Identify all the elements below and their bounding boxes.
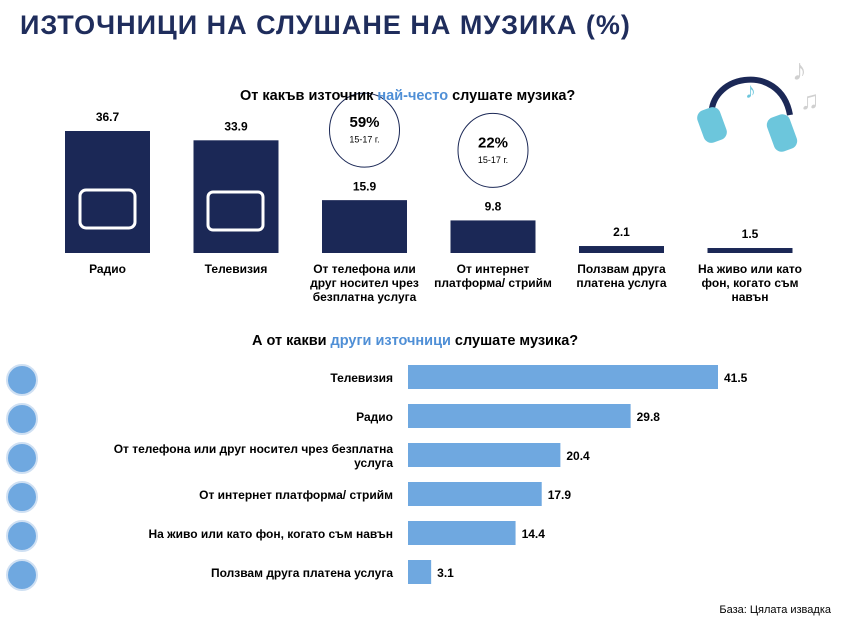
annotation-bubble (457, 112, 529, 188)
source-icon (6, 559, 38, 591)
value-label: 9.8 (485, 200, 502, 214)
radio-icon (78, 188, 137, 230)
chart-title: От какъв източник най-често слушате музика… (240, 88, 579, 104)
value-label: 15.9 (353, 179, 377, 193)
bar (408, 560, 432, 584)
value-label: 41.5 (724, 371, 748, 385)
headphones-icon: ♪ ♫ ♪ (697, 54, 820, 152)
value-label: 29.8 (637, 410, 661, 424)
y-tick-label: Телевизия (330, 371, 393, 385)
x-tick-label: От телефона или друг носител чрез безпла… (310, 262, 419, 304)
y-tick-label: Ползвам друга платена услуга (210, 566, 393, 580)
value-label: 17.9 (548, 488, 572, 502)
bar (408, 482, 542, 506)
y-tick-label: От интернет платформа/ стрийм (199, 488, 393, 502)
annotation-subtext: 15-17 г. (478, 155, 508, 165)
x-tick-label: Телевизия (204, 262, 268, 276)
source-icon (6, 481, 38, 513)
value-label: 1.5 (742, 227, 759, 241)
title-part: слушате музика? (454, 333, 579, 349)
bar (408, 521, 516, 545)
value-label: 2.1 (613, 225, 630, 239)
annotation-bubble (329, 92, 400, 168)
title-part: А от какви (252, 333, 327, 349)
svg-text:♪: ♪ (745, 78, 756, 103)
bar (450, 220, 536, 253)
bar (193, 140, 279, 253)
annotation-text: 59% (349, 114, 379, 131)
value-label: 33.9 (224, 119, 248, 133)
source-icon (6, 364, 38, 396)
annotation-text: 22% (478, 134, 508, 151)
source-icon (6, 403, 38, 435)
bar (322, 200, 407, 253)
page-title: ИЗТОЧНИЦИ НА СЛУШАНЕ НА МУЗИКА (%) (20, 10, 631, 40)
y-tick-label: От телефона или друг носител чрез безпла… (113, 442, 393, 470)
value-label: 20.4 (566, 449, 590, 463)
y-tick-label: На живо или като фон, когато съм навън (148, 527, 393, 541)
source-icon (6, 520, 38, 552)
x-tick-label: Радио (89, 262, 126, 276)
footnote: База: Цялата извадка (719, 604, 831, 616)
title-highlight: други източници (330, 333, 451, 349)
annotation-subtext: 15-17 г. (349, 135, 379, 145)
title-part: От какъв източник (240, 88, 374, 104)
bar (65, 131, 150, 253)
x-tick-label: От интернет платформа/ стрийм (434, 262, 552, 290)
chart-title: А от какви други източници слушате музика? (252, 333, 582, 349)
svg-text:♫: ♫ (800, 85, 820, 115)
value-label: 14.4 (522, 527, 546, 541)
bar (707, 248, 793, 253)
source-icon (6, 442, 38, 474)
svg-text:♪: ♪ (792, 54, 807, 87)
x-tick-label: Ползвам друга платена услуга (576, 262, 667, 290)
title-part: слушате музика? (452, 88, 576, 104)
bar (579, 246, 664, 253)
title-highlight: най-често (377, 88, 449, 104)
value-label: 36.7 (96, 110, 120, 124)
bar (408, 443, 561, 467)
y-tick-label: Радио (356, 410, 393, 424)
tv-icon (206, 190, 265, 232)
bar (408, 404, 631, 428)
x-tick-label: На живо или като фон, когато съм навън (698, 262, 802, 304)
bar (408, 365, 718, 389)
value-label: 3.1 (437, 566, 454, 580)
